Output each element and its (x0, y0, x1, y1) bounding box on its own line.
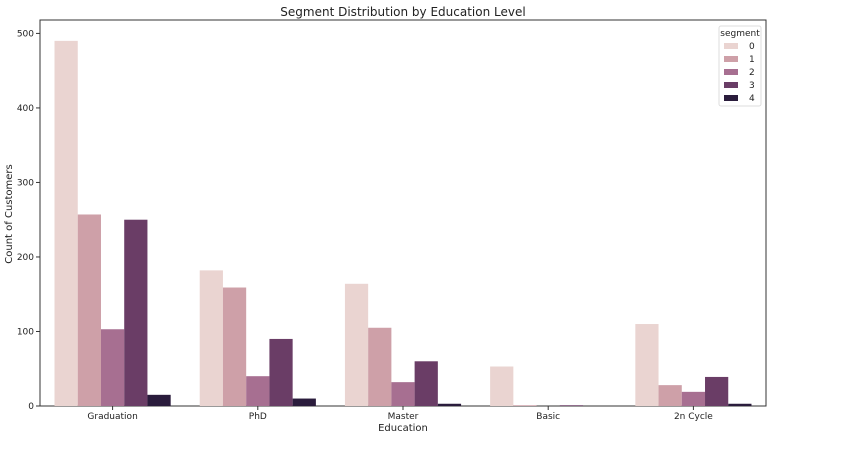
bar-phd-segment-4 (292, 398, 316, 406)
x-tick-label: Master (388, 412, 419, 422)
bar-phd-segment-0 (199, 270, 223, 406)
y-tick-label: 100 (17, 327, 34, 337)
bar-master-segment-2 (391, 382, 415, 406)
bar-graduation-segment-0 (54, 40, 78, 406)
legend-swatch-3 (724, 82, 738, 88)
legend-swatch-4 (724, 95, 738, 101)
bar-2n-cycle-segment-4 (728, 403, 752, 406)
bar-master-segment-0 (344, 283, 369, 406)
x-axis-label: Education (378, 423, 428, 434)
legend-swatch-0 (724, 43, 738, 49)
bar-basic-segment-3 (559, 405, 584, 406)
legend-label-0: 0 (749, 42, 755, 52)
x-tick-label: 2n Cycle (674, 412, 713, 422)
bar-graduation-segment-2 (100, 329, 125, 406)
x-tick-label: Basic (536, 412, 560, 422)
bar-2n-cycle-segment-0 (635, 324, 659, 406)
x-tick-label: PhD (249, 412, 267, 422)
legend: segment 0 1 2 3 4 (718, 25, 762, 107)
legend-label-3: 3 (749, 81, 755, 91)
y-tick-label: 200 (17, 253, 34, 263)
bar-basic-segment-0 (490, 366, 514, 406)
y-tick-label: 0 (28, 402, 34, 412)
x-tick-label: Graduation (87, 412, 137, 422)
legend-swatch-1 (724, 56, 738, 62)
y-tick-label: 300 (17, 178, 34, 188)
legend-label-2: 2 (749, 68, 755, 78)
bar-basic-segment-1 (513, 405, 537, 406)
legend-label-1: 1 (749, 55, 755, 65)
plot-area: 0 100 200 300 400 500 Graduation PhD Master Basic… (17, 19, 767, 422)
y-axis-label: Count of Customers (4, 164, 15, 263)
bar-graduation-segment-3 (124, 219, 148, 406)
bar-phd-segment-1 (222, 287, 247, 406)
bar-master-segment-3 (414, 361, 438, 406)
bar-phd-segment-3 (269, 338, 293, 406)
chart-title: Segment Distribution by Education Level (280, 5, 525, 19)
legend-title: segment (720, 29, 760, 39)
bar-master-segment-1 (368, 327, 392, 406)
bar-graduation-segment-1 (77, 214, 101, 406)
legend-label-4: 4 (749, 94, 755, 104)
bar-phd-segment-2 (246, 376, 270, 406)
bar-graduation-segment-4 (147, 394, 171, 406)
bar-2n-cycle-segment-2 (681, 391, 706, 406)
bar-2n-cycle-segment-1 (658, 385, 682, 406)
bar-2n-cycle-segment-3 (705, 376, 729, 406)
y-tick-label: 500 (17, 29, 34, 39)
bar-master-segment-4 (437, 403, 462, 406)
y-tick-label: 400 (17, 104, 34, 114)
legend-swatch-2 (724, 69, 738, 75)
